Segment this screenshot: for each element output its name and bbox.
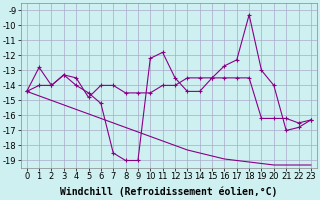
X-axis label: Windchill (Refroidissement éolien,°C): Windchill (Refroidissement éolien,°C) <box>60 187 277 197</box>
